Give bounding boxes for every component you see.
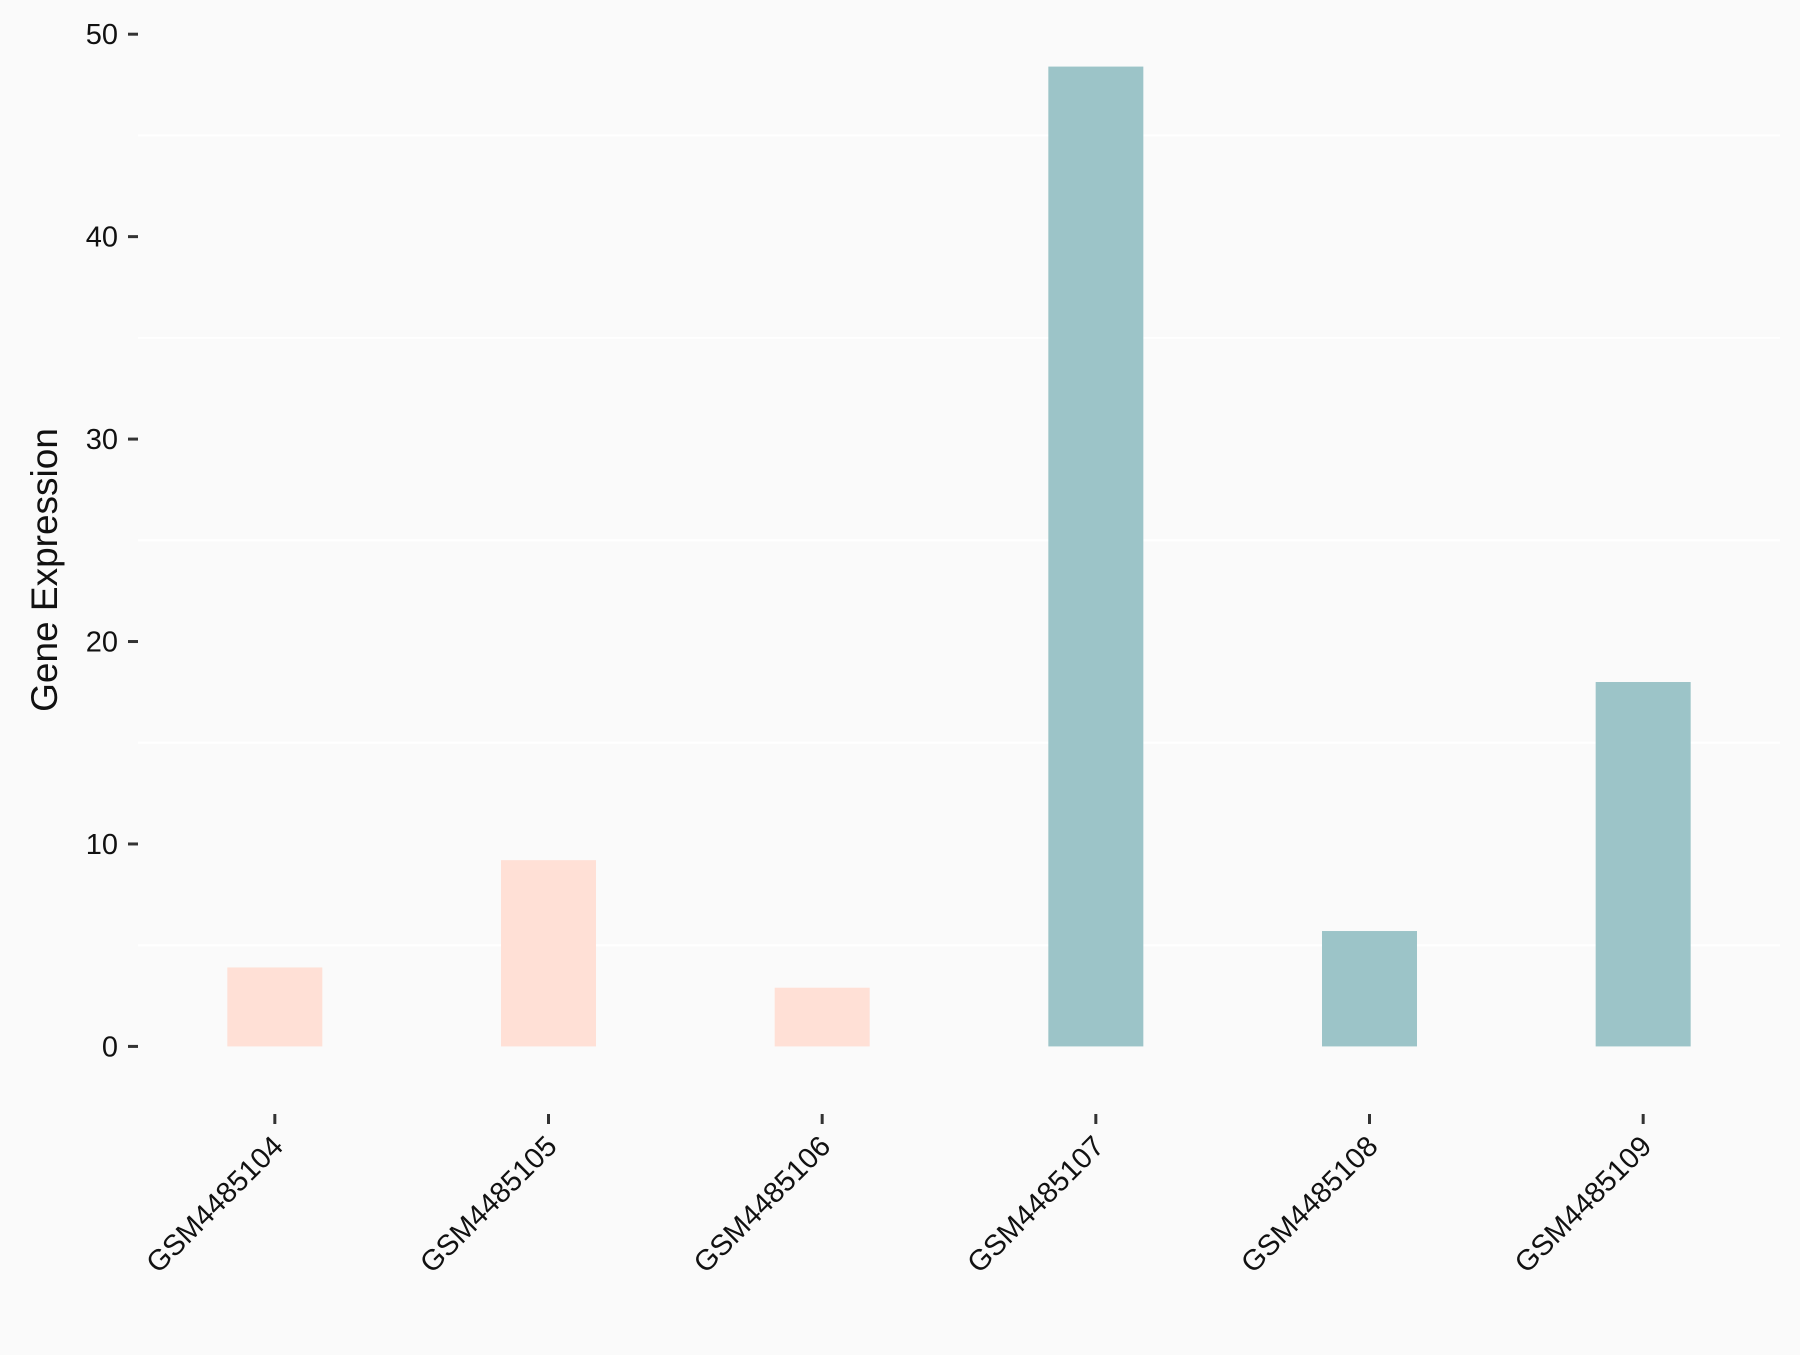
y-axis: 0 10 20 30 40 50 <box>86 19 138 1063</box>
bar <box>1322 931 1417 1047</box>
y-tick-label: 0 <box>102 1031 118 1063</box>
bar <box>501 860 596 1047</box>
y-tick-label: 40 <box>86 222 118 254</box>
bar <box>227 967 323 1047</box>
y-tick-label: 10 <box>86 829 118 861</box>
y-tick-label: 20 <box>86 627 118 659</box>
x-tick-label: GSM4485109 <box>1509 1130 1658 1279</box>
x-tick-label: GSM4485108 <box>1235 1130 1384 1279</box>
bar <box>774 987 870 1047</box>
x-tick-label: GSM4485105 <box>414 1130 563 1279</box>
x-tick-label: GSM4485106 <box>688 1130 837 1279</box>
y-tick-label: 30 <box>86 424 118 456</box>
y-tick-label: 50 <box>86 19 118 51</box>
bar <box>1048 66 1144 1047</box>
x-tick-label: GSM4485104 <box>141 1130 290 1279</box>
bar <box>1595 682 1691 1047</box>
x-tick-label: GSM4485107 <box>962 1130 1111 1279</box>
x-axis: GSM4485104 GSM4485105 GSM4485106 GSM4485107… <box>141 1114 1658 1279</box>
bars <box>227 66 1691 1047</box>
y-axis-title: Gene Expression <box>24 428 65 712</box>
grid-lines <box>138 134 1780 947</box>
